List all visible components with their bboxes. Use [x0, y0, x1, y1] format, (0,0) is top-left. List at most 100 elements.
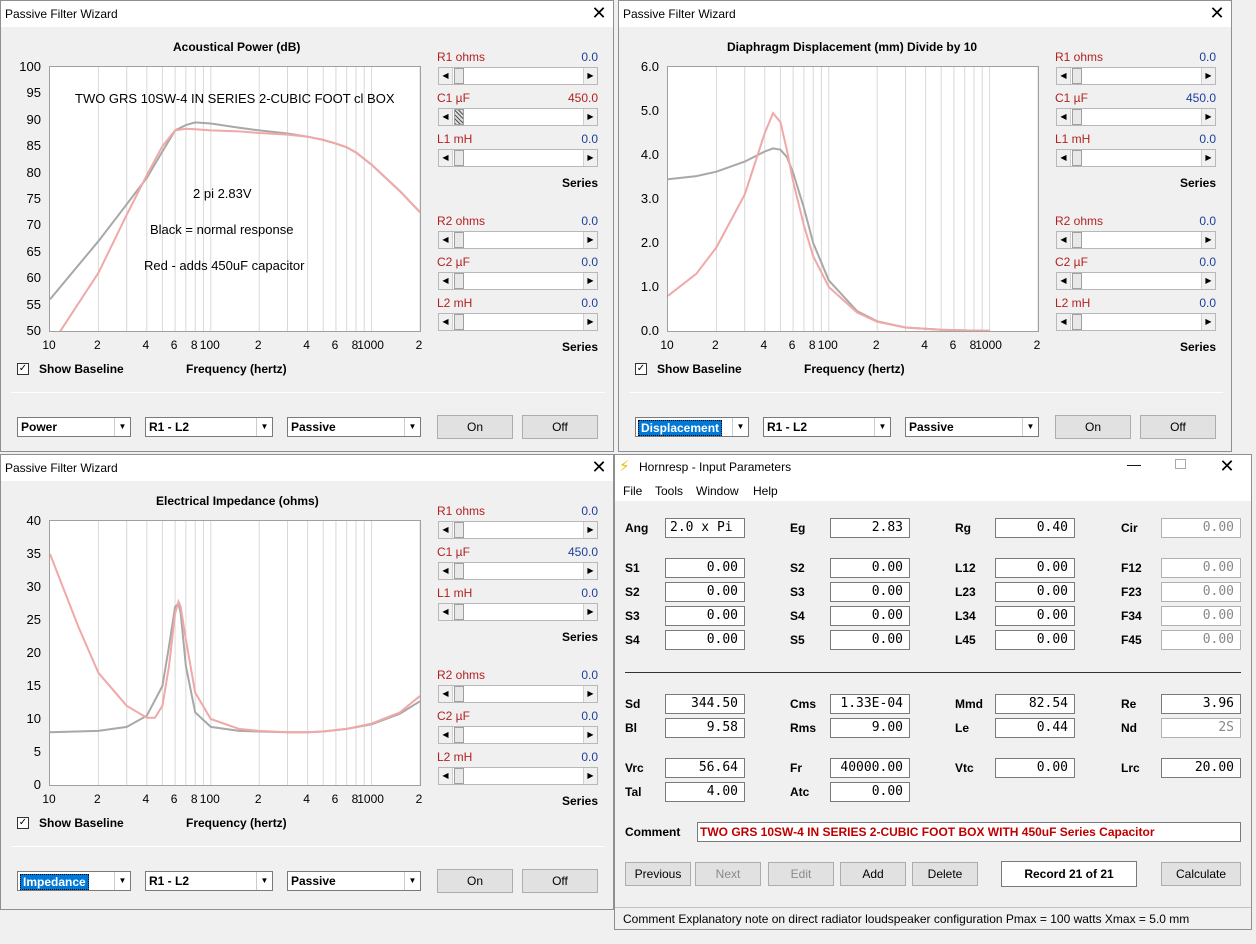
slider-track[interactable]: ◀ ▶ [438, 726, 598, 744]
slider-thumb[interactable] [454, 522, 464, 538]
param-input[interactable]: 0.00 [830, 630, 910, 650]
arrow-left-icon[interactable]: ◀ [1057, 232, 1071, 248]
chevron-down-icon[interactable]: ▼ [874, 418, 890, 436]
param-input[interactable]: 0.44 [995, 718, 1075, 738]
param-input[interactable]: 0.00 [830, 606, 910, 626]
plot-type-select[interactable]: Displacement ▼ [635, 417, 749, 437]
comment-input[interactable]: TWO GRS 10SW-4 IN SERIES 2-CUBIC FOOT BO… [697, 822, 1241, 842]
param-input[interactable]: 0.00 [995, 630, 1075, 650]
arrow-left-icon[interactable]: ◀ [439, 68, 453, 84]
param-input[interactable]: 40000.00 [830, 758, 910, 778]
arrow-right-icon[interactable]: ▶ [583, 604, 597, 620]
param-input[interactable]: 1.33E-04 [830, 694, 910, 714]
slider-thumb[interactable] [1072, 68, 1082, 84]
maximize-icon[interactable] [1175, 459, 1186, 469]
menu-tools[interactable]: Tools [655, 484, 684, 498]
component-range-select[interactable]: R1 - L2 ▼ [145, 417, 273, 437]
filter-type-select[interactable]: Passive ▼ [287, 871, 421, 891]
menu-file[interactable]: File [623, 484, 643, 498]
off-button[interactable]: Off [522, 869, 598, 893]
param-input[interactable]: 0.00 [830, 582, 910, 602]
show-baseline-checkbox[interactable]: ✓ [17, 817, 29, 829]
param-input[interactable]: 9.58 [665, 718, 745, 738]
slider-thumb[interactable] [454, 604, 464, 620]
slider-thumb[interactable] [1072, 109, 1082, 125]
param-input[interactable]: 56.64 [665, 758, 745, 778]
arrow-left-icon[interactable]: ◀ [439, 686, 453, 702]
close-icon[interactable]: ✕ [591, 457, 607, 478]
arrow-right-icon[interactable]: ▶ [583, 273, 597, 289]
param-input[interactable]: 4.00 [665, 782, 745, 802]
param-input[interactable]: 2.0 x Pi [665, 518, 745, 538]
close-icon[interactable]: ✕ [1219, 456, 1235, 477]
arrow-left-icon[interactable]: ◀ [439, 727, 453, 743]
arrow-right-icon[interactable]: ▶ [583, 109, 597, 125]
slider-thumb[interactable] [1072, 314, 1082, 330]
off-button[interactable]: Off [1140, 415, 1216, 439]
param-input[interactable]: 0.00 [1161, 558, 1241, 578]
slider-track[interactable]: ◀ ▶ [438, 521, 598, 539]
arrow-left-icon[interactable]: ◀ [439, 314, 453, 330]
slider-track[interactable]: ◀ ▶ [438, 562, 598, 580]
chevron-down-icon[interactable]: ▼ [404, 418, 420, 436]
slider-track[interactable]: ◀ ▶ [1056, 313, 1216, 331]
filter-type-select[interactable]: Passive ▼ [287, 417, 421, 437]
arrow-right-icon[interactable]: ▶ [583, 150, 597, 166]
delete-button[interactable]: Delete [912, 862, 978, 886]
slider-track[interactable]: ◀ ▶ [1056, 108, 1216, 126]
menu-help[interactable]: Help [753, 484, 778, 498]
slider-track[interactable]: ◀ ▶ [438, 313, 598, 331]
slider-thumb[interactable] [1072, 273, 1082, 289]
param-input[interactable]: 82.54 [995, 694, 1075, 714]
param-input[interactable]: 0.00 [665, 606, 745, 626]
plot-type-select[interactable]: Power ▼ [17, 417, 131, 437]
slider-track[interactable]: ◀ ▶ [438, 67, 598, 85]
slider-thumb[interactable] [454, 232, 464, 248]
slider-thumb[interactable] [454, 314, 464, 330]
previous-button[interactable]: Previous [625, 862, 691, 886]
arrow-left-icon[interactable]: ◀ [439, 604, 453, 620]
chevron-down-icon[interactable]: ▼ [1022, 418, 1038, 436]
close-icon[interactable]: ✕ [1209, 3, 1225, 24]
off-button[interactable]: Off [522, 415, 598, 439]
param-input[interactable]: 2.83 [830, 518, 910, 538]
filter-type-select[interactable]: Passive ▼ [905, 417, 1039, 437]
param-input[interactable]: 0.00 [665, 630, 745, 650]
arrow-right-icon[interactable]: ▶ [1201, 314, 1215, 330]
arrow-left-icon[interactable]: ◀ [1057, 273, 1071, 289]
arrow-right-icon[interactable]: ▶ [583, 686, 597, 702]
slider-track[interactable]: ◀ ▶ [1056, 67, 1216, 85]
param-input[interactable]: 0.00 [830, 558, 910, 578]
next-button[interactable]: Next [695, 862, 761, 886]
slider-track[interactable]: ◀ ▶ [1056, 149, 1216, 167]
slider-track[interactable]: ◀ ▶ [438, 108, 598, 126]
arrow-right-icon[interactable]: ▶ [1201, 232, 1215, 248]
arrow-left-icon[interactable]: ◀ [1057, 109, 1071, 125]
calculate-button[interactable]: Calculate [1161, 862, 1241, 886]
slider-thumb[interactable] [454, 68, 464, 84]
param-input[interactable]: 0.00 [1161, 630, 1241, 650]
chevron-down-icon[interactable]: ▼ [256, 418, 272, 436]
arrow-left-icon[interactable]: ◀ [439, 563, 453, 579]
param-input[interactable]: 0.00 [830, 782, 910, 802]
slider-thumb[interactable] [454, 768, 464, 784]
slider-thumb[interactable] [1072, 150, 1082, 166]
slider-thumb[interactable] [454, 727, 464, 743]
slider-thumb[interactable] [454, 563, 464, 579]
slider-track[interactable]: ◀ ▶ [438, 272, 598, 290]
show-baseline-checkbox[interactable]: ✓ [635, 363, 647, 375]
param-input[interactable]: 0.00 [665, 558, 745, 578]
param-input[interactable]: 2S [1161, 718, 1241, 738]
param-input[interactable]: 0.00 [665, 582, 745, 602]
arrow-right-icon[interactable]: ▶ [583, 314, 597, 330]
slider-track[interactable]: ◀ ▶ [438, 231, 598, 249]
component-range-select[interactable]: R1 - L2 ▼ [145, 871, 273, 891]
param-input[interactable]: 0.40 [995, 518, 1075, 538]
param-input[interactable]: 0.00 [1161, 518, 1241, 538]
param-input[interactable]: 344.50 [665, 694, 745, 714]
plot-type-select[interactable]: Impedance ▼ [17, 871, 131, 891]
chevron-down-icon[interactable]: ▼ [114, 418, 130, 436]
arrow-right-icon[interactable]: ▶ [583, 68, 597, 84]
arrow-left-icon[interactable]: ◀ [1057, 150, 1071, 166]
edit-button[interactable]: Edit [768, 862, 834, 886]
